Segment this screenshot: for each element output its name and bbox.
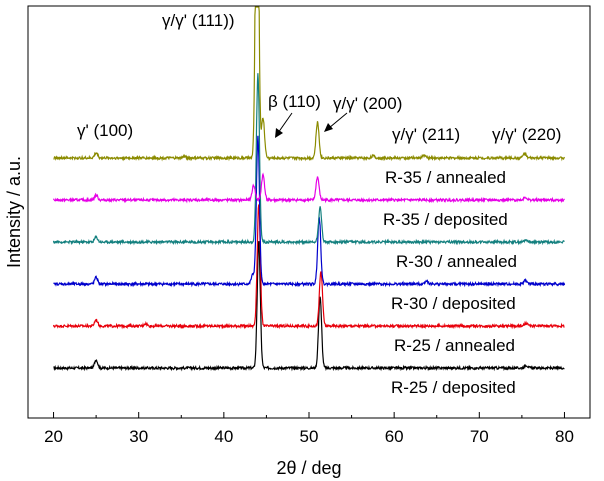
series-line-r-30-annealed (52, 73, 565, 246)
y-axis-title: Intensity / a.u. (4, 156, 24, 268)
peak-label-200: γ/γ' (200) (333, 94, 402, 113)
peak-label-100: γ' (100) (77, 121, 133, 140)
x-tick-label: 30 (129, 427, 148, 446)
x-tick-label: 70 (470, 427, 489, 446)
series-label-r35-annealed: R-35 / annealed (385, 168, 506, 187)
series-line-r-35-deposited (52, 172, 565, 204)
arrow-200 (328, 112, 348, 129)
x-axis-title: 2θ / deg (276, 458, 341, 478)
series-line-r-35-annealed (53, 6, 566, 162)
series-label-r25-annealed: R-25 / annealed (394, 336, 515, 355)
series-label-r35-deposited: R-35 / deposited (383, 210, 508, 229)
arrow-110 (277, 112, 293, 134)
arrow-200-head (324, 123, 333, 132)
peak-annotations: γ/γ' (111)) β (110) γ/γ' (200) γ' (100) … (77, 11, 561, 144)
x-tick-label: 40 (214, 427, 233, 446)
ticks-layer: 20 30 40 50 60 70 80 (44, 412, 574, 446)
series-label-r30-annealed: R-30 / annealed (396, 252, 517, 271)
arrow-110-head (275, 128, 283, 138)
peak-label-220: γ/γ' (220) (492, 125, 561, 144)
series-line-r-25-deposited (53, 240, 565, 372)
series-label-r25-deposited: R-25 / deposited (391, 378, 516, 397)
x-tick-label: 50 (300, 427, 319, 446)
peak-label-211: γ/γ' (211) (392, 125, 460, 144)
peak-label-111: γ/γ' (111)) (162, 11, 235, 30)
series-label-r30-deposited: R-30 / deposited (391, 294, 516, 313)
series-line-r-25-annealed (52, 204, 565, 330)
sample-labels: R-35 / annealed R-35 / deposited R-30 / … (383, 168, 517, 397)
x-tick-label: 80 (555, 427, 574, 446)
x-tick-label: 20 (44, 427, 63, 446)
x-tick-label: 60 (385, 427, 404, 446)
series-line-r-30-deposited (53, 135, 566, 288)
series-layer (52, 6, 566, 372)
peak-label-110: β (110) (268, 92, 321, 111)
